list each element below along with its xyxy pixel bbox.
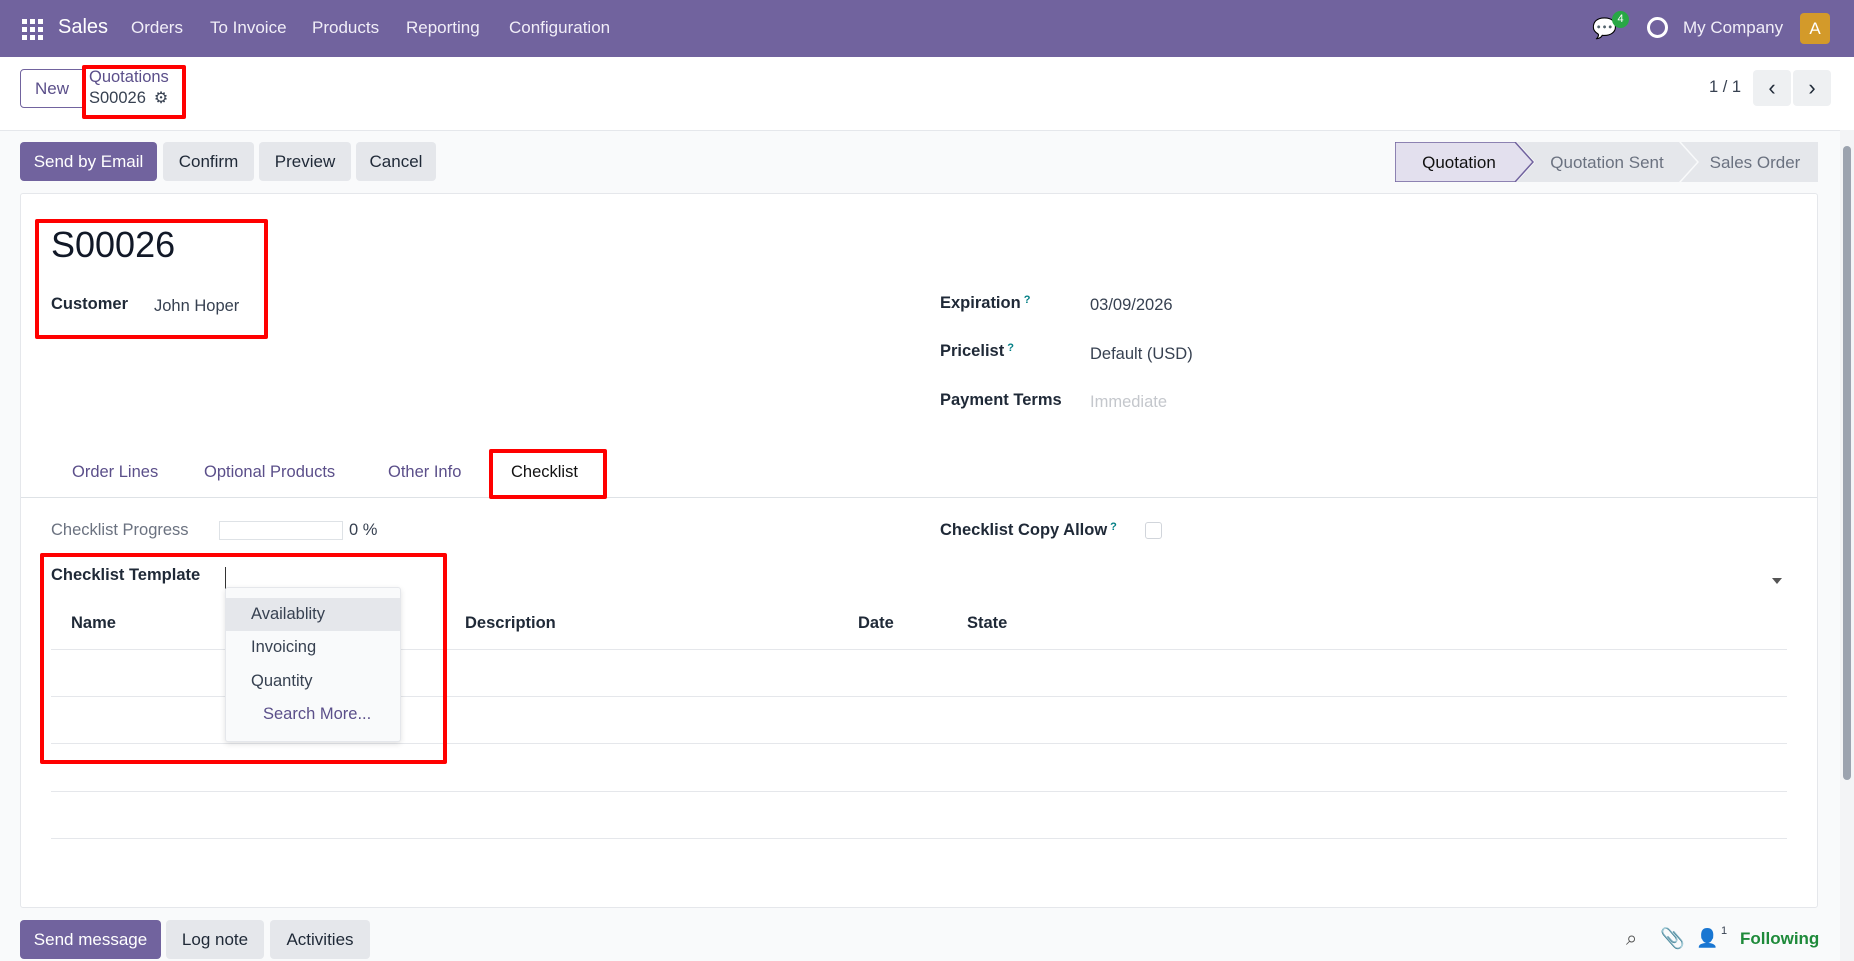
paperclip-icon[interactable]: 📎 <box>1660 928 1685 950</box>
top-navbar: Sales Orders To Invoice Products Reporti… <box>0 0 1854 57</box>
checklist-copy-allow-checkbox[interactable] <box>1145 522 1162 539</box>
clock-icon[interactable] <box>1647 17 1668 38</box>
menu-reporting[interactable]: Reporting <box>406 18 480 37</box>
send-by-email-button[interactable]: Send by Email <box>20 142 157 181</box>
status-label-quotation: Quotation <box>1422 153 1496 172</box>
menu-configuration[interactable]: Configuration <box>509 18 611 37</box>
following-button[interactable]: Following <box>1740 929 1820 948</box>
payment-terms-label: Payment Terms <box>940 391 1062 409</box>
breadcrumb-quotations[interactable]: Quotations <box>89 68 169 86</box>
new-button[interactable]: New <box>20 69 84 108</box>
menu-orders[interactable]: Orders <box>131 18 183 37</box>
gear-icon[interactable]: ⚙ <box>153 90 169 107</box>
pricelist-field[interactable]: Default (USD) <box>1090 345 1193 363</box>
help-icon[interactable]: ? <box>1023 294 1031 306</box>
message-count-badge: 4 <box>1612 11 1629 28</box>
copy-allow-text: Checklist Copy Allow <box>940 521 1108 539</box>
breadcrumb: Quotations S00026 ⚙ <box>89 68 169 108</box>
dropdown-caret-icon[interactable] <box>1772 578 1782 584</box>
pager[interactable]: 1 / 1 <box>1709 78 1742 96</box>
column-date[interactable]: Date <box>858 614 894 632</box>
tab-other-info[interactable]: Other Info <box>388 463 462 481</box>
cancel-button[interactable]: Cancel <box>356 142 436 181</box>
dropdown-item-availablity[interactable]: Availablity <box>226 598 400 631</box>
scrollbar[interactable] <box>1840 130 1854 961</box>
previous-record-button[interactable]: ‹ <box>1753 70 1791 106</box>
app-grid-icon[interactable] <box>22 19 43 40</box>
highlight-box <box>40 553 447 764</box>
highlight-box <box>82 65 186 119</box>
help-icon[interactable]: ? <box>1007 342 1014 354</box>
pricelist-label: Pricelist? <box>940 342 1014 361</box>
menu-to-invoice[interactable]: To Invoice <box>210 18 287 37</box>
table-row <box>51 791 1787 792</box>
record-name: S00026 <box>51 224 176 265</box>
checklist-progress-label: Checklist Progress <box>51 521 189 539</box>
column-state[interactable]: State <box>967 614 1008 632</box>
checklist-copy-allow-label: Checklist Copy Allow? <box>940 521 1117 540</box>
status-bar: Quotation Quotation Sent Sales Order <box>1395 142 1818 182</box>
tab-divider <box>21 497 1817 498</box>
dropdown-item-quantity[interactable]: Quantity <box>251 672 313 690</box>
column-description[interactable]: Description <box>465 614 556 632</box>
expiration-label: Expiration? <box>940 294 1030 313</box>
scrollbar-thumb[interactable] <box>1843 146 1851 780</box>
dropdown-search-more[interactable]: Search More... <box>263 705 372 723</box>
activities-button[interactable]: Activities <box>270 920 370 959</box>
customer-field[interactable]: John Hoper <box>154 297 240 315</box>
highlight-box <box>489 449 607 499</box>
table-row <box>51 838 1787 839</box>
table-row <box>51 743 1787 744</box>
chat-icon[interactable]: 💬 <box>1592 18 1617 40</box>
breadcrumb-current: S00026 <box>89 88 146 107</box>
status-quotation[interactable] <box>1395 142 1535 182</box>
highlight-box <box>35 219 268 339</box>
customer-label: Customer <box>51 295 129 313</box>
checklist-template-label: Checklist Template <box>51 566 201 584</box>
table-row <box>51 696 1787 697</box>
company-switcher[interactable]: My Company <box>1683 18 1784 37</box>
checklist-progress-value: 0 % <box>349 521 378 539</box>
checklist-template-input[interactable] <box>225 567 1783 589</box>
tab-order-lines[interactable]: Order Lines <box>72 463 159 481</box>
column-name[interactable]: Name <box>71 614 116 632</box>
expiration-field[interactable]: 03/09/2026 <box>1090 296 1173 314</box>
confirm-button[interactable]: Confirm <box>163 142 254 181</box>
tab-optional-products[interactable]: Optional Products <box>204 463 336 481</box>
payment-terms-field[interactable]: Immediate <box>1090 393 1168 411</box>
tab-checklist[interactable]: Checklist <box>511 463 578 481</box>
log-note-button[interactable]: Log note <box>166 920 264 959</box>
followers-count: 1 <box>1721 925 1728 937</box>
form-sheet <box>20 193 1818 908</box>
send-message-button[interactable]: Send message <box>20 920 161 959</box>
app-name[interactable]: Sales <box>58 16 109 38</box>
table-row <box>51 649 1787 650</box>
status-label-sent: Quotation Sent <box>1550 153 1664 172</box>
followers-icon[interactable]: 👤 <box>1696 928 1719 948</box>
search-icon[interactable]: ⌕ <box>1626 928 1638 950</box>
status-sales-order[interactable] <box>1681 142 1818 182</box>
template-autocomplete-dropdown: Availablity Invoicing Quantity Search Mo… <box>225 587 401 742</box>
preview-button[interactable]: Preview <box>259 142 351 181</box>
dropdown-item-invoicing[interactable]: Invoicing <box>251 638 317 656</box>
checklist-progress-bar <box>219 521 343 540</box>
avatar[interactable]: A <box>1800 13 1830 44</box>
status-label-order: Sales Order <box>1710 153 1801 172</box>
pricelist-label-text: Pricelist <box>940 342 1005 360</box>
expiration-label-text: Expiration <box>940 294 1021 312</box>
next-record-button[interactable]: › <box>1793 70 1831 106</box>
help-icon[interactable]: ? <box>1110 521 1117 533</box>
status-quotation-sent[interactable] <box>1517 142 1697 182</box>
menu-products[interactable]: Products <box>312 18 380 37</box>
